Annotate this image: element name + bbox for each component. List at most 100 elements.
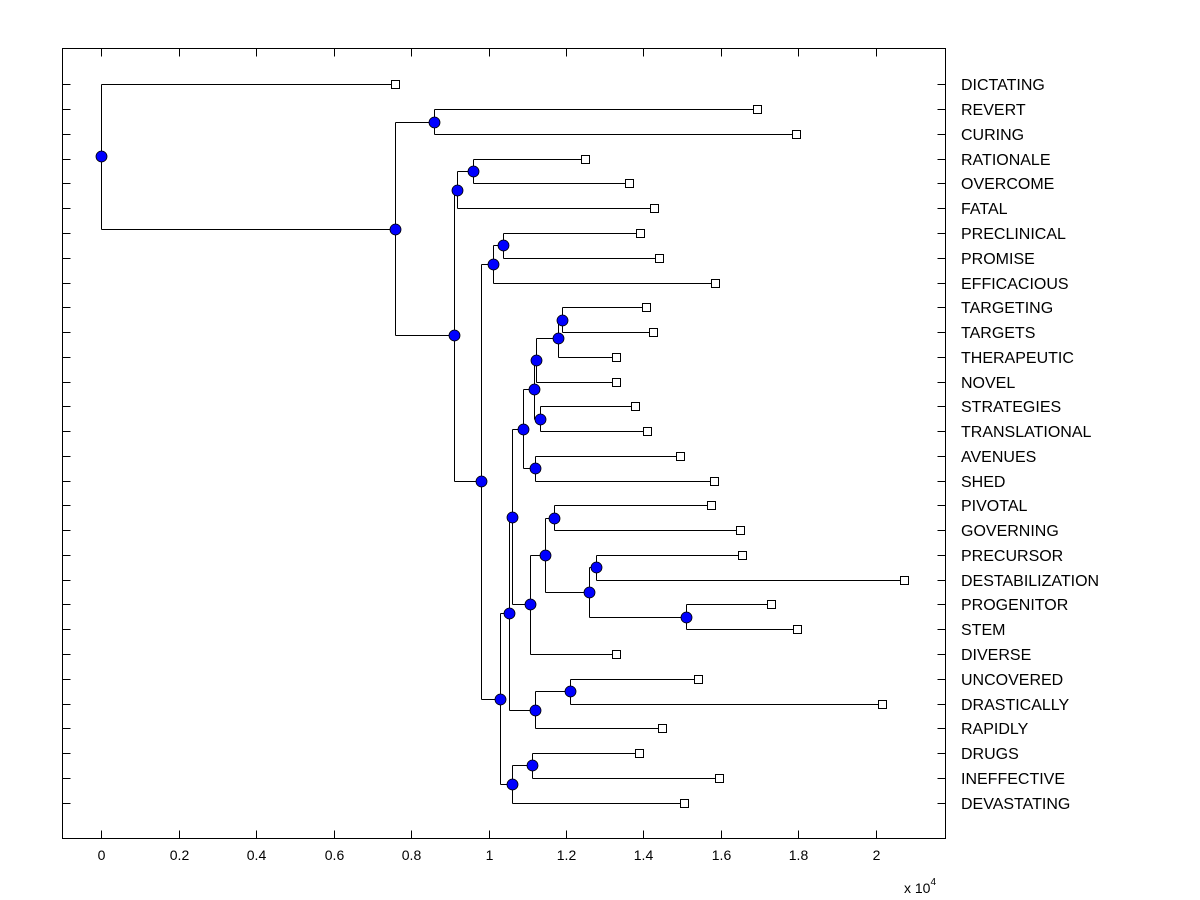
leaf-label: EFFICACIOUS <box>961 276 1069 293</box>
internal-node <box>428 116 441 129</box>
x-multiplier-label: x 104 <box>904 877 936 896</box>
leaf-marker <box>767 600 776 609</box>
leaf-marker <box>612 378 621 387</box>
x-tick-label: 0.2 <box>170 847 190 863</box>
leaf-marker <box>710 477 719 486</box>
leaf-label: FATAL <box>961 201 1008 218</box>
internal-node <box>487 258 500 271</box>
x-tick-label: 0.6 <box>325 847 345 863</box>
leaf-label: PIVOTAL <box>961 498 1027 515</box>
leaf-marker <box>658 724 667 733</box>
leaf-label: PRECLINICAL <box>961 226 1066 243</box>
internal-node <box>583 586 596 599</box>
leaf-label: TARGETS <box>961 325 1035 342</box>
internal-node <box>448 329 461 342</box>
internal-node <box>528 383 541 396</box>
leaf-label: DRUGS <box>961 746 1019 763</box>
leaf-label: REVERT <box>961 102 1026 119</box>
x-tick-label: 0.8 <box>402 847 422 863</box>
internal-node <box>530 354 543 367</box>
leaf-marker <box>900 576 909 585</box>
leaf-label: DRASTICALLY <box>961 697 1070 714</box>
internal-node <box>494 693 507 706</box>
internal-node <box>506 511 519 524</box>
internal-node <box>552 332 565 345</box>
internal-node <box>467 165 480 178</box>
leaf-marker <box>625 179 634 188</box>
internal-node <box>556 314 569 327</box>
leaf-marker <box>636 229 645 238</box>
leaf-label: OVERCOME <box>961 176 1054 193</box>
internal-node <box>506 778 519 791</box>
leaf-label: DICTATING <box>961 77 1045 94</box>
x-tick-labels: 0 0.2 0.4 0.6 0.8 1 1.2 1.4 1.6 1.8 2 <box>98 847 881 863</box>
x-tick-label: 0 <box>98 847 106 863</box>
internal-node <box>680 611 693 624</box>
leaf-marker <box>642 303 651 312</box>
leaf-label: PRECURSOR <box>961 548 1063 565</box>
x-tick-label: 2 <box>873 847 881 863</box>
leaf-marker <box>391 80 400 89</box>
leaf-marker <box>650 204 659 213</box>
leaf-label: AVENUES <box>961 449 1036 466</box>
leaf-label: CURING <box>961 127 1024 144</box>
x-tick-label: 1.6 <box>712 847 732 863</box>
x-tick-label: 1.2 <box>557 847 577 863</box>
leaf-marker <box>793 625 802 634</box>
leaf-label: INEFFECTIVE <box>961 771 1065 788</box>
leaf-label: NOVEL <box>961 375 1015 392</box>
leaf-marker <box>649 328 658 337</box>
leaf-label: RATIONALE <box>961 152 1051 169</box>
internal-node <box>497 239 510 252</box>
leaf-label: DIVERSE <box>961 647 1031 664</box>
internal-node <box>503 607 516 620</box>
x-tick-label: 0.4 <box>247 847 267 863</box>
leaf-marker <box>738 551 747 560</box>
leaf-marker <box>612 353 621 362</box>
leaf-marker <box>631 402 640 411</box>
internal-node <box>526 759 539 772</box>
leaf-marker <box>707 501 716 510</box>
internal-node <box>524 598 537 611</box>
leaf-label: UNCOVERED <box>961 672 1063 689</box>
axis-ticks <box>62 48 946 839</box>
internal-node <box>95 150 108 163</box>
internal-node <box>451 184 464 197</box>
leaf-labels: DICTATING REVERT CURING RATIONALE OVERCOME FA… <box>961 77 1099 813</box>
internal-node <box>529 462 542 475</box>
internal-node <box>548 512 561 525</box>
x-tick-label: 1 <box>486 847 494 863</box>
leaf-marker <box>612 650 621 659</box>
leaf-label: PROMISE <box>961 251 1035 268</box>
x-multiplier-exponent: 4 <box>930 877 936 888</box>
leaf-label: THERAPEUTIC <box>961 350 1074 367</box>
leaf-marker <box>643 427 652 436</box>
x-tick-label: 1.4 <box>634 847 654 863</box>
leaf-label: RAPIDLY <box>961 721 1029 738</box>
leaf-marker <box>878 700 887 709</box>
leaf-marker <box>635 749 644 758</box>
internal-node <box>517 423 530 436</box>
leaf-label: TARGETING <box>961 300 1053 317</box>
leaf-label: STEM <box>961 622 1005 639</box>
leaf-marker <box>655 254 664 263</box>
x-tick-label: 1.8 <box>789 847 809 863</box>
internal-node <box>475 475 488 488</box>
leaf-label: PROGENITOR <box>961 597 1068 614</box>
leaf-marker <box>694 675 703 684</box>
leaf-marker <box>736 526 745 535</box>
leaf-marker <box>680 799 689 808</box>
leaf-marker <box>715 774 724 783</box>
leaf-marker <box>792 130 801 139</box>
leaf-marker <box>753 105 762 114</box>
leaf-label: DESTABILIZATION <box>961 573 1099 590</box>
internal-node <box>590 561 603 574</box>
leaf-marker <box>711 279 720 288</box>
tree-nodes <box>95 80 909 808</box>
leaf-label: DEVASTATING <box>961 796 1070 813</box>
plot-area-frame <box>62 48 946 839</box>
leaf-label: TRANSLATIONAL <box>961 424 1092 441</box>
leaf-marker <box>676 452 685 461</box>
leaf-marker <box>581 155 590 164</box>
